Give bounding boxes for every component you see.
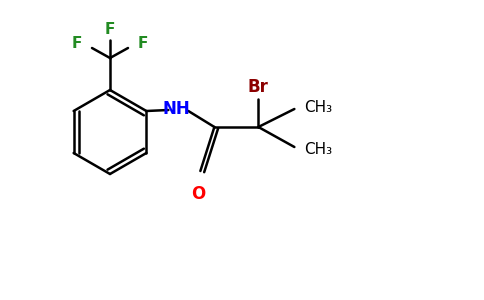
Text: F: F bbox=[105, 22, 115, 38]
Text: F: F bbox=[138, 37, 149, 52]
Text: O: O bbox=[191, 185, 206, 203]
Text: CH₃: CH₃ bbox=[304, 142, 333, 157]
Text: NH: NH bbox=[163, 100, 190, 118]
Text: CH₃: CH₃ bbox=[304, 100, 333, 115]
Text: Br: Br bbox=[248, 78, 269, 96]
Text: F: F bbox=[72, 37, 82, 52]
